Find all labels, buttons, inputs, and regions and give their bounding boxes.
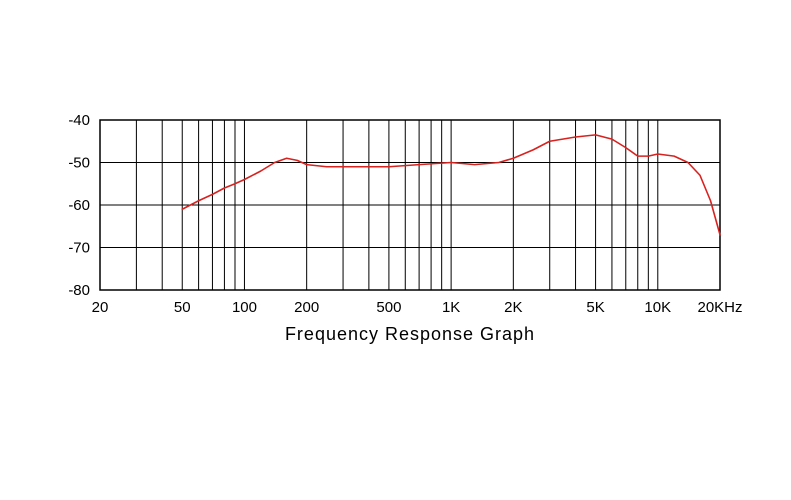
x-tick-label: 20 (92, 299, 109, 316)
chart-title: Frequency Response Graph (285, 324, 535, 344)
y-tick-label: -80 (68, 282, 90, 299)
y-tick-label: -50 (68, 155, 90, 172)
y-tick-label: -60 (68, 197, 90, 214)
x-tick-label: 500 (376, 299, 401, 316)
x-tick-label: 20KHz (697, 299, 742, 316)
x-tick-label: 200 (294, 299, 319, 316)
y-tick-label: -40 (68, 112, 90, 129)
frequency-response-chart: -40 -50 -60 -70 -8020 50 100 200 500 1K 2K 5K 10K 20K… (0, 0, 791, 500)
x-tick-label: 50 (174, 299, 191, 316)
x-tick-label: 5K (586, 299, 604, 316)
chart-svg: -40 -50 -60 -70 -8020 50 100 200 500 1K 2K 5K 10K 20K… (0, 0, 791, 500)
x-tick-label: 100 (232, 299, 257, 316)
y-tick-label: -70 (68, 240, 90, 257)
x-tick-label: 1K (442, 299, 460, 316)
x-tick-label: 2K (504, 299, 522, 316)
x-tick-label: 10K (644, 299, 671, 316)
